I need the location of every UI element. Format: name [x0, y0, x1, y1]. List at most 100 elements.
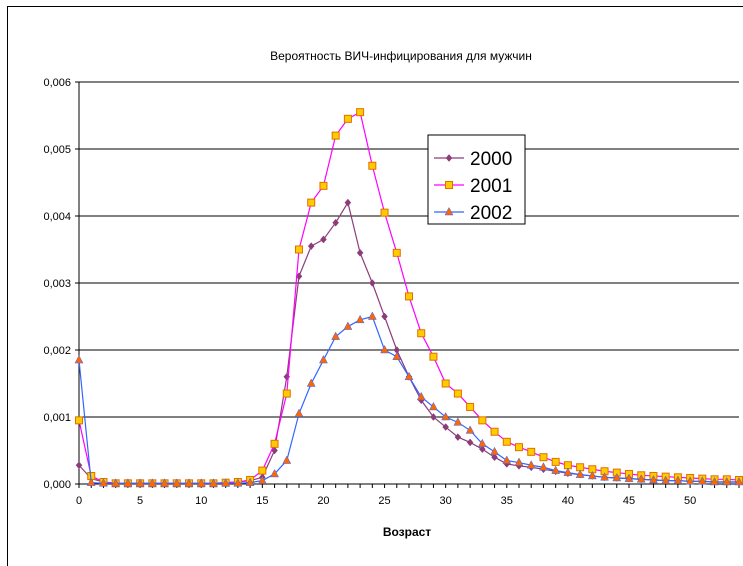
- data-point: [331, 131, 340, 140]
- legend-label: 2000: [470, 149, 512, 170]
- data-point: [294, 408, 304, 417]
- data-point: [478, 416, 487, 425]
- legend: 2000 2001 2002: [427, 134, 526, 225]
- data-point: [514, 457, 524, 466]
- series-2001: [75, 108, 743, 488]
- data-point: [697, 476, 707, 485]
- data-point: [477, 438, 487, 448]
- data-point: [270, 439, 279, 448]
- y-tick-label: 0,001: [43, 412, 71, 424]
- data-point: [416, 391, 426, 401]
- series-layer: [74, 108, 743, 488]
- y-tick-label: 0,006: [43, 77, 71, 89]
- data-point: [661, 475, 671, 484]
- data-point: [429, 352, 438, 361]
- data-point: [502, 437, 511, 446]
- data-point: [466, 402, 475, 411]
- x-axis-ticks: 0 5 10 15 20 25 30 35 40 45 50: [76, 484, 740, 507]
- data-point: [539, 462, 548, 471]
- data-point: [636, 474, 646, 483]
- data-point: [587, 470, 597, 480]
- legend-marker: [444, 206, 454, 216]
- data-point: [184, 478, 194, 487]
- data-point: [86, 477, 96, 486]
- legend-label: 2001: [470, 176, 512, 197]
- x-tick-label: 5: [137, 495, 143, 507]
- data-point: [380, 344, 389, 354]
- y-tick-label: 0,002: [43, 345, 71, 357]
- data-point: [490, 427, 499, 436]
- data-point: [381, 312, 388, 321]
- x-tick-label: 35: [501, 495, 513, 507]
- data-point: [99, 478, 108, 487]
- data-point: [454, 433, 462, 441]
- data-point: [75, 461, 83, 470]
- chart-title: Вероятность ВИЧ-инфицирования для мужчин: [270, 49, 532, 63]
- y-tick-label: 0,005: [43, 144, 71, 156]
- data-point: [319, 355, 328, 364]
- data-point: [160, 478, 169, 487]
- data-point: [307, 242, 315, 251]
- data-point: [429, 401, 438, 411]
- data-point: [404, 371, 414, 381]
- data-point: [380, 208, 389, 217]
- data-point: [551, 465, 561, 474]
- data-point: [320, 235, 327, 244]
- data-point: [392, 248, 401, 257]
- data-point: [245, 477, 255, 486]
- x-tick-label: 0: [76, 495, 82, 507]
- data-point: [515, 443, 523, 452]
- y-axis-ticks: 0,000 0,001 0,002 0,003 0,004 0,005 0,006: [43, 77, 79, 491]
- data-point: [612, 472, 622, 482]
- data-point: [270, 468, 279, 478]
- legend-box: [427, 134, 526, 225]
- x-tick-label: 10: [195, 495, 207, 507]
- x-tick-label: 50: [684, 495, 696, 507]
- data-point: [332, 218, 339, 227]
- data-point: [368, 161, 377, 170]
- data-point: [209, 478, 218, 487]
- data-point: [343, 114, 352, 123]
- data-point: [331, 331, 341, 340]
- data-point: [344, 198, 352, 207]
- x-tick-label: 45: [623, 495, 635, 507]
- data-point: [319, 181, 328, 190]
- data-point: [221, 478, 231, 487]
- y-tick-label: 0,003: [43, 278, 71, 290]
- data-point: [673, 475, 683, 484]
- data-point: [502, 455, 512, 464]
- data-point: [465, 425, 475, 434]
- data-point: [441, 411, 451, 421]
- data-point: [367, 311, 377, 320]
- data-point: [343, 321, 353, 330]
- data-point: [526, 460, 536, 469]
- data-point: [355, 314, 365, 324]
- data-point: [306, 378, 316, 387]
- data-point: [563, 467, 573, 476]
- data-point: [442, 423, 449, 431]
- data-point: [75, 416, 83, 425]
- data-point: [282, 389, 291, 398]
- x-tick-label: 30: [440, 495, 452, 507]
- data-point: [453, 389, 462, 398]
- data-point: [258, 466, 267, 475]
- data-point: [430, 413, 437, 421]
- data-point: [405, 292, 413, 301]
- data-point: [491, 453, 498, 462]
- data-point: [649, 474, 658, 484]
- y-tick-label: 0,004: [43, 211, 71, 223]
- data-point: [356, 108, 365, 117]
- data-point: [441, 379, 450, 388]
- data-point: [295, 245, 303, 254]
- data-point: [600, 472, 609, 481]
- data-point: [710, 476, 719, 486]
- data-point: [123, 478, 133, 487]
- y-tick-label: 0,000: [43, 479, 71, 491]
- data-point: [282, 455, 292, 464]
- legend-label: 2002: [470, 203, 512, 224]
- data-point: [527, 447, 536, 456]
- x-tick-label: 20: [317, 495, 329, 507]
- data-point: [356, 248, 364, 257]
- data-point: [466, 438, 474, 447]
